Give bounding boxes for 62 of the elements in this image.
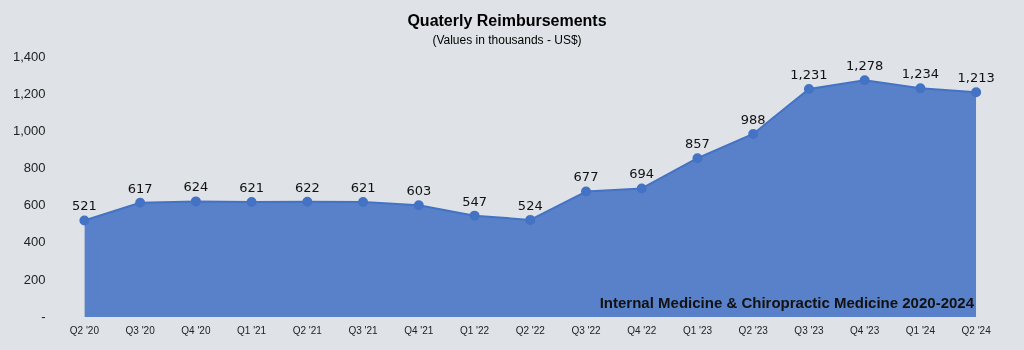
y-tick-label: - [41,308,46,324]
x-tick-label: Q2 '24 [961,324,992,336]
chart-subtitle: (Values in thousands - US$) [432,32,582,47]
point [302,196,313,207]
y-tick-label: 1,000 [12,123,46,139]
point [581,186,591,197]
data-label: 521 [71,198,97,214]
data-label: 1,213 [957,70,995,86]
data-label: 603 [406,183,432,199]
x-tick-label: Q1 '21 [237,324,267,336]
data-label: 624 [183,179,209,195]
x-tick-label: Q1 '22 [459,324,490,336]
x-tick-label: Q2 '20 [69,324,100,336]
y-tick-label: 1,400 [12,49,46,65]
x-tick-label: Q3 '20 [125,324,156,336]
data-label: 988 [740,111,766,127]
data-label: 1,231 [790,66,828,82]
x-tick-label: Q2 '21 [292,324,323,336]
data-label: 617 [127,180,153,196]
point [79,215,90,226]
point [135,197,146,208]
x-tick-label: Q1 '24 [905,324,936,336]
x-tick-label: Q3 '22 [571,324,602,336]
point [413,200,424,211]
data-label: 621 [239,179,265,195]
y-tick-label: 1,200 [12,86,46,102]
x-tick-label: Q4 '23 [850,324,880,336]
data-label: 547 [462,193,487,209]
x-tick-label: Q4 '21 [404,324,434,336]
y-tick-label: 200 [23,271,46,287]
point [636,183,647,194]
data-label: 694 [629,166,655,182]
x-tick-label: Q3 '23 [794,324,824,336]
x-tick-label: Q2 '22 [515,324,546,336]
y-tick-label: 800 [23,160,46,176]
x-tick-label: Q3 '21 [348,324,379,336]
point [246,196,257,207]
y-tick-label: 600 [23,197,46,213]
point [859,75,870,86]
data-label: 1,278 [846,58,884,74]
data-label: 622 [294,179,320,195]
point [469,210,480,221]
x-tick-label: Q4 '22 [627,324,657,336]
point [971,87,982,98]
annotation: Internal Medicine & Chiropractic Medicine 2020-2024 [599,293,975,311]
x-tick-label: Q4 '20 [181,324,211,336]
point [692,153,703,164]
data-label: 857 [685,136,710,152]
point [803,83,814,94]
data-label: 621 [350,179,376,195]
point [358,196,369,207]
chart-title: Quaterly Reimbursements [407,12,607,30]
data-label: 524 [517,197,543,213]
data-label: 1,234 [901,66,940,82]
y-tick-label: 400 [23,234,46,250]
point [190,196,201,207]
x-tick-label: Q1 '23 [682,324,713,336]
point [915,83,926,94]
data-label: 677 [573,169,599,185]
point [525,214,536,225]
point [748,128,759,139]
x-tick-label: Q2 '23 [738,324,769,336]
